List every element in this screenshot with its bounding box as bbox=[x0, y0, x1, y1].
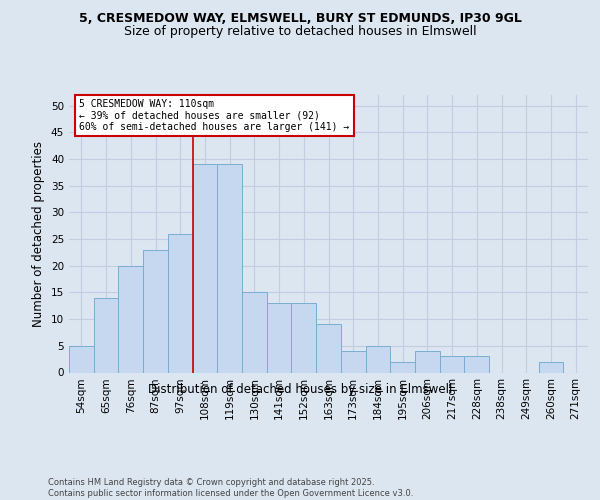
Y-axis label: Number of detached properties: Number of detached properties bbox=[32, 141, 46, 327]
Bar bbox=[267, 303, 292, 372]
Bar bbox=[217, 164, 242, 372]
Bar bbox=[94, 298, 118, 372]
Text: 5, CRESMEDOW WAY, ELMSWELL, BURY ST EDMUNDS, IP30 9GL: 5, CRESMEDOW WAY, ELMSWELL, BURY ST EDMU… bbox=[79, 12, 521, 26]
Bar bbox=[118, 266, 143, 372]
Bar bbox=[390, 362, 415, 372]
Bar bbox=[143, 250, 168, 372]
Text: Distribution of detached houses by size in Elmswell: Distribution of detached houses by size … bbox=[148, 382, 452, 396]
Bar bbox=[341, 351, 365, 372]
Bar bbox=[69, 346, 94, 372]
Bar bbox=[539, 362, 563, 372]
Bar bbox=[415, 351, 440, 372]
Bar bbox=[464, 356, 489, 372]
Bar bbox=[440, 356, 464, 372]
Bar bbox=[292, 303, 316, 372]
Bar bbox=[193, 164, 217, 372]
Bar bbox=[242, 292, 267, 372]
Text: 5 CRESMEDOW WAY: 110sqm
← 39% of detached houses are smaller (92)
60% of semi-de: 5 CRESMEDOW WAY: 110sqm ← 39% of detache… bbox=[79, 99, 350, 132]
Text: Size of property relative to detached houses in Elmswell: Size of property relative to detached ho… bbox=[124, 25, 476, 38]
Bar bbox=[365, 346, 390, 372]
Text: Contains HM Land Registry data © Crown copyright and database right 2025.
Contai: Contains HM Land Registry data © Crown c… bbox=[48, 478, 413, 498]
Bar bbox=[316, 324, 341, 372]
Bar bbox=[168, 234, 193, 372]
